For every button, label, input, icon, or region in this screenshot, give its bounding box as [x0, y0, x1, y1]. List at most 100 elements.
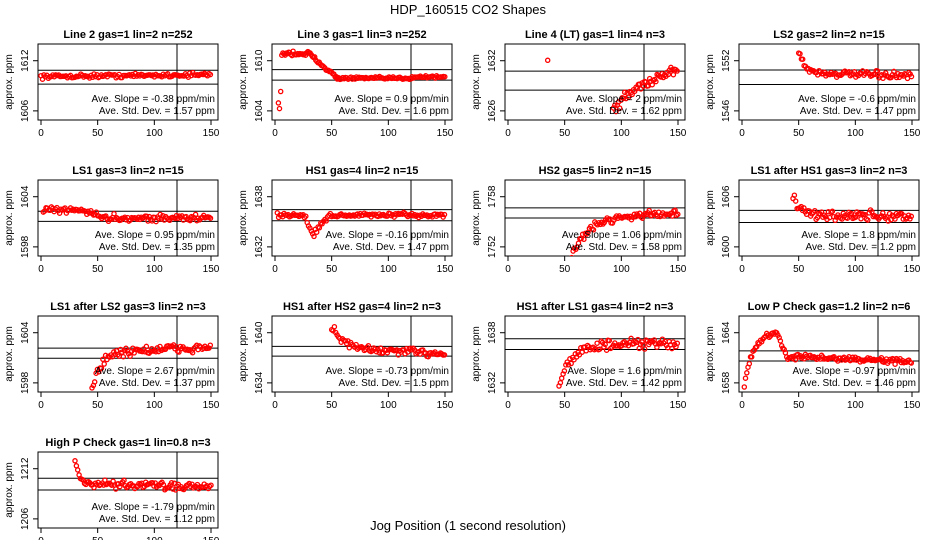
std-dev-annotation: Ave. Std. Dev. = 1.47 ppm — [333, 242, 449, 253]
panel-13: High P Check gas=1 lin=0.8 n=3 0 50 100 150 1… — [4, 437, 220, 540]
plot-frame — [504, 43, 686, 121]
plot-area — [739, 316, 919, 392]
panel-title: HS1 gas=4 lin=2 n=15 — [306, 165, 419, 177]
data-point — [581, 236, 587, 243]
x-tick-label: 0 — [505, 128, 511, 139]
x-tick-label: 0 — [38, 264, 44, 275]
x-tick-label: 0 — [505, 264, 511, 275]
std-dev-annotation: Ave. Std. Dev. = 1.2 ppm — [805, 242, 916, 253]
x-tick-label: 150 — [670, 400, 687, 411]
data-point — [848, 210, 855, 217]
data-point — [394, 347, 400, 353]
x-tick-label: 100 — [146, 128, 163, 139]
y-tick-label: 1606 — [721, 185, 732, 208]
x-tick-label: 50 — [326, 128, 338, 139]
panel-4: LS2 gas=2 lin=2 n=15 0 50 100 150 1546 1552 app… — [705, 29, 921, 139]
x-tick-label: 150 — [437, 400, 454, 411]
data-point — [313, 229, 320, 235]
x-tick-label: 100 — [613, 264, 630, 275]
y-tick-label: 1638 — [487, 321, 498, 344]
x-tick-label: 0 — [272, 400, 278, 411]
x-tick-label: 50 — [92, 536, 104, 540]
plot-area — [38, 452, 218, 528]
y-tick-label: 1664 — [721, 321, 732, 344]
data-point — [612, 102, 618, 108]
data-point — [365, 342, 372, 349]
data-point — [101, 361, 107, 367]
data-point — [98, 365, 105, 371]
x-tick-label: 50 — [793, 400, 805, 411]
data-point — [441, 352, 448, 358]
std-dev-annotation: Ave. Std. Dev. = 1.42 ppm — [566, 378, 682, 389]
std-dev-annotation: Ave. Std. Dev. = 1.47 ppm — [800, 106, 916, 117]
y-tick-label: 1604 — [254, 99, 265, 122]
slope-annotation: Ave. Slope = -0.73 ppm/min — [326, 366, 450, 377]
data-point — [571, 356, 577, 363]
x-tick-label: 100 — [380, 400, 397, 411]
data-point — [670, 71, 677, 78]
data-point — [675, 211, 681, 218]
data-point — [74, 467, 81, 473]
plot-area — [505, 180, 685, 256]
data-point — [746, 360, 753, 367]
panel-title: LS2 gas=2 lin=2 n=15 — [773, 29, 885, 41]
x-tick-label: 150 — [203, 400, 220, 411]
data-point — [641, 346, 648, 352]
x-tick-label: 100 — [380, 264, 397, 275]
plot-area — [739, 180, 919, 256]
data-point — [606, 337, 613, 344]
data-point — [316, 225, 323, 231]
slope-annotation: Ave. Slope = 1.06 ppm/min — [562, 230, 682, 241]
data-point — [207, 71, 214, 78]
data-point — [744, 370, 750, 376]
y-tick-label: 1752 — [487, 235, 498, 258]
slope-annotation: Ave. Slope = -0.16 ppm/min — [326, 230, 450, 241]
data-point — [851, 69, 858, 75]
slope-annotation: Ave. Slope = 1.6 ppm/min — [567, 366, 682, 377]
y-tick-label: 1206 — [20, 507, 31, 530]
x-tick-label: 150 — [437, 128, 454, 139]
data-point — [852, 214, 859, 220]
plot-frame — [738, 315, 920, 393]
slope-annotation: Ave. Slope = 1.8 ppm/min — [801, 230, 916, 241]
data-point — [799, 56, 806, 62]
data-point — [797, 51, 803, 57]
data-point — [818, 209, 825, 215]
x-tick-label: 50 — [559, 128, 571, 139]
y-tick-label: 1212 — [20, 457, 31, 480]
slope-annotation: Ave. Slope = 0.95 ppm/min — [95, 230, 215, 241]
plot-frame — [37, 315, 219, 393]
y-axis-label: approx. ppm — [705, 326, 716, 382]
std-dev-annotation: Ave. Std. Dev. = 1.5 ppm — [338, 378, 449, 389]
data-point — [777, 338, 784, 344]
x-tick-label: 50 — [92, 128, 104, 139]
x-tick-label: 100 — [146, 400, 163, 411]
data-point — [620, 95, 627, 102]
y-tick-label: 1632 — [254, 235, 265, 258]
data-point — [207, 342, 214, 348]
panel-9: LS1 after LS2 gas=3 lin=2 n=3 0 50 100 150 15… — [4, 301, 220, 411]
std-dev-annotation: Ave. Std. Dev. = 1.46 ppm — [800, 378, 916, 389]
y-axis-label: approx. ppm — [238, 190, 249, 246]
data-point — [565, 362, 572, 368]
data-point — [649, 81, 655, 88]
y-tick-label: 1604 — [20, 321, 31, 344]
x-tick-label: 50 — [326, 264, 338, 275]
data-point — [791, 192, 798, 198]
x-tick-label: 0 — [38, 400, 44, 411]
data-point — [207, 215, 214, 221]
data-point — [331, 323, 338, 330]
x-tick-label: 0 — [38, 536, 44, 540]
data-point — [168, 479, 175, 486]
data-point — [557, 379, 564, 386]
y-tick-label: 1610 — [254, 49, 265, 72]
y-tick-label: 1598 — [20, 371, 31, 394]
panel-title: HS2 gas=5 lin=2 n=15 — [539, 165, 652, 177]
data-point — [111, 210, 117, 217]
data-point — [597, 346, 603, 352]
slope-annotation: Ave. Slope = -0.97 ppm/min — [793, 366, 917, 377]
data-point — [748, 354, 755, 360]
data-point — [892, 216, 898, 222]
plot-frame — [271, 179, 453, 257]
data-point — [441, 211, 448, 218]
